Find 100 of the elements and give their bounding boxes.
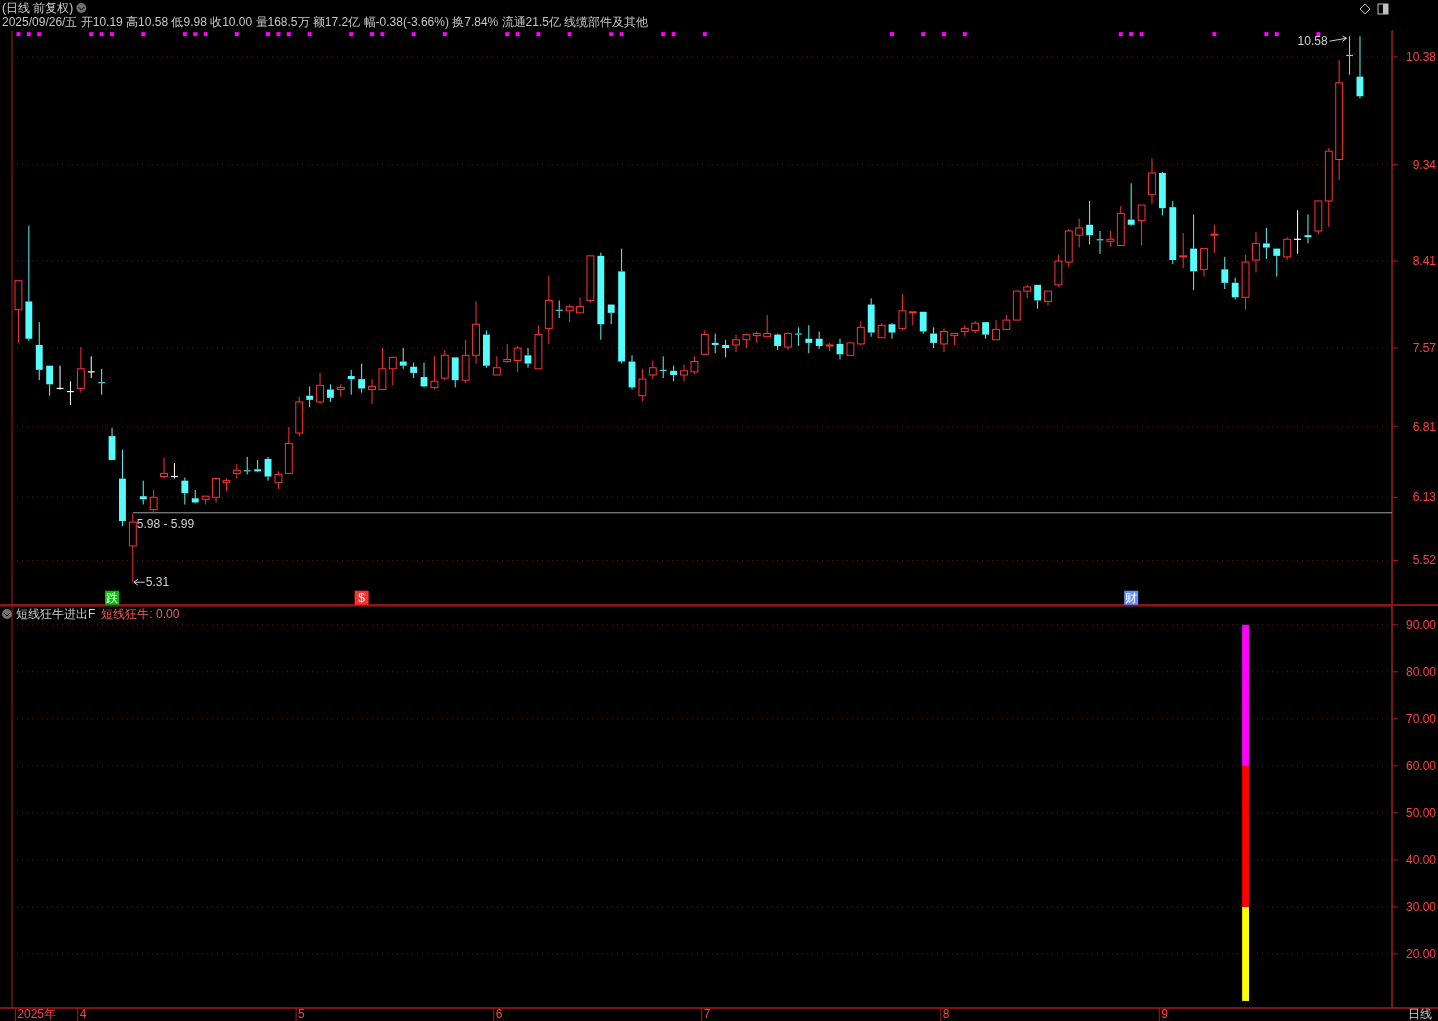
- candlestick: [576, 296, 584, 314]
- data-label: 财: [1125, 590, 1138, 605]
- candlestick: [284, 426, 293, 474]
- candlestick: [222, 478, 231, 492]
- candlestick: [763, 314, 772, 338]
- candlestick: [940, 327, 948, 353]
- candlestick: [877, 322, 886, 339]
- y-tick-label: 70.00: [1405, 711, 1437, 726]
- chart-subtitle: 2025/09/26/五 开10.19 高10.58 低9.98 收10.00 量168.5万 额17.2亿 幅-0.38(-3.66%) 换7.84% 流通21.5亿 线缆部件及其他: [2, 15, 649, 29]
- candlestick: [368, 378, 376, 405]
- candlestick: [254, 459, 262, 472]
- y-tick-label: 6.81: [1412, 419, 1437, 434]
- candlestick: [378, 347, 387, 390]
- candlestick: [648, 360, 657, 380]
- y-tick-label: 5.52: [1412, 553, 1437, 568]
- y-tick-label: 50.00: [1405, 805, 1437, 820]
- candlestick: [461, 339, 470, 384]
- candlestick: [160, 457, 168, 480]
- candlestick: [139, 480, 147, 505]
- candlestick: [327, 383, 334, 403]
- chart-title: (日线 前复权): [2, 1, 74, 15]
- y-tick-label: 10.38: [1405, 49, 1437, 64]
- y-tick-label: 80.00: [1405, 664, 1437, 679]
- candlestick: [14, 280, 23, 344]
- candlestick: [1221, 256, 1229, 290]
- candlestick: [513, 345, 522, 373]
- candlestick: [680, 364, 688, 382]
- y-tick-label: 7.57: [1412, 341, 1437, 356]
- candlestick: [1158, 172, 1166, 216]
- data-label: $: [358, 590, 366, 605]
- candlestick: [992, 319, 1000, 341]
- chart-title: 短线狂牛进出F: [16, 607, 96, 621]
- data-label: 跌: [106, 590, 119, 605]
- candlestick: [1137, 204, 1146, 246]
- y-tick-label: 20.00: [1405, 946, 1437, 961]
- candlestick: [1106, 230, 1115, 248]
- candlestick: [774, 334, 782, 351]
- annotation: 5.31: [145, 575, 170, 590]
- candlestick: [430, 355, 439, 390]
- candlestick: [1346, 35, 1353, 76]
- candlestick: [149, 489, 158, 513]
- y-tick-label: 9.34: [1412, 157, 1437, 172]
- candlestick: [1200, 248, 1208, 278]
- candlestick: [544, 275, 553, 345]
- x-tick-label: 7: [703, 1007, 711, 1021]
- candlestick: [867, 297, 875, 338]
- candlestick: [722, 339, 730, 358]
- candlestick: [815, 330, 823, 350]
- candlestick: [732, 334, 740, 353]
- y-tick-label: 8.41: [1412, 254, 1437, 269]
- candlestick: [982, 322, 990, 340]
- y-tick-label: 6.13: [1412, 490, 1437, 505]
- candlestick: [534, 324, 543, 370]
- candlestick: [659, 355, 667, 379]
- candlestick: [752, 330, 761, 344]
- candlestick: [1324, 147, 1333, 228]
- candlestick: [388, 356, 397, 386]
- candlestick: [784, 333, 792, 351]
- candlestick: [482, 329, 490, 369]
- candlestick: [1252, 231, 1260, 273]
- candlestick: [119, 449, 126, 527]
- candlestick: [1075, 218, 1084, 249]
- candlestick: [1116, 205, 1125, 246]
- x-tick-label: 9: [1161, 1007, 1169, 1021]
- x-tick-label: 2025年: [17, 1007, 57, 1021]
- annotation: 10.58: [1297, 34, 1328, 49]
- candlestick: [1190, 213, 1198, 291]
- candlestick: [1169, 200, 1177, 265]
- candlestick: [960, 324, 969, 338]
- chart-subtitle: 短线狂牛: 0.00: [101, 607, 180, 621]
- candlestick: [950, 333, 959, 346]
- y-tick-label: 30.00: [1405, 899, 1437, 914]
- candlestick: [1335, 59, 1344, 181]
- candlestick: [316, 372, 324, 405]
- candlestick: [1034, 284, 1042, 310]
- candlestick: [805, 324, 813, 354]
- candlestick: [191, 489, 199, 503]
- candlestick: [1044, 290, 1052, 307]
- x-tick-label: 5: [298, 1007, 306, 1021]
- candlestick: [919, 311, 927, 335]
- candlestick: [46, 365, 54, 397]
- candlestick: [201, 495, 210, 505]
- candlestick: [1179, 232, 1188, 269]
- candlestick: [306, 385, 314, 408]
- candlestick: [232, 463, 241, 480]
- candlestick: [358, 363, 366, 394]
- candlestick: [25, 225, 33, 342]
- candlestick: [930, 326, 938, 349]
- candlestick: [472, 300, 480, 365]
- candlestick: [597, 252, 605, 341]
- candlestick: [898, 293, 907, 331]
- candlestick: [794, 326, 802, 347]
- candlestick: [98, 368, 106, 396]
- candlestick: [908, 311, 917, 326]
- candlestick: [410, 362, 418, 379]
- ref-line-label: 5.98 - 5.99: [136, 516, 195, 531]
- candlestick: [971, 320, 980, 335]
- candlestick: [565, 304, 574, 323]
- candlestick: [451, 357, 459, 388]
- y-tick-label: 40.00: [1405, 852, 1437, 867]
